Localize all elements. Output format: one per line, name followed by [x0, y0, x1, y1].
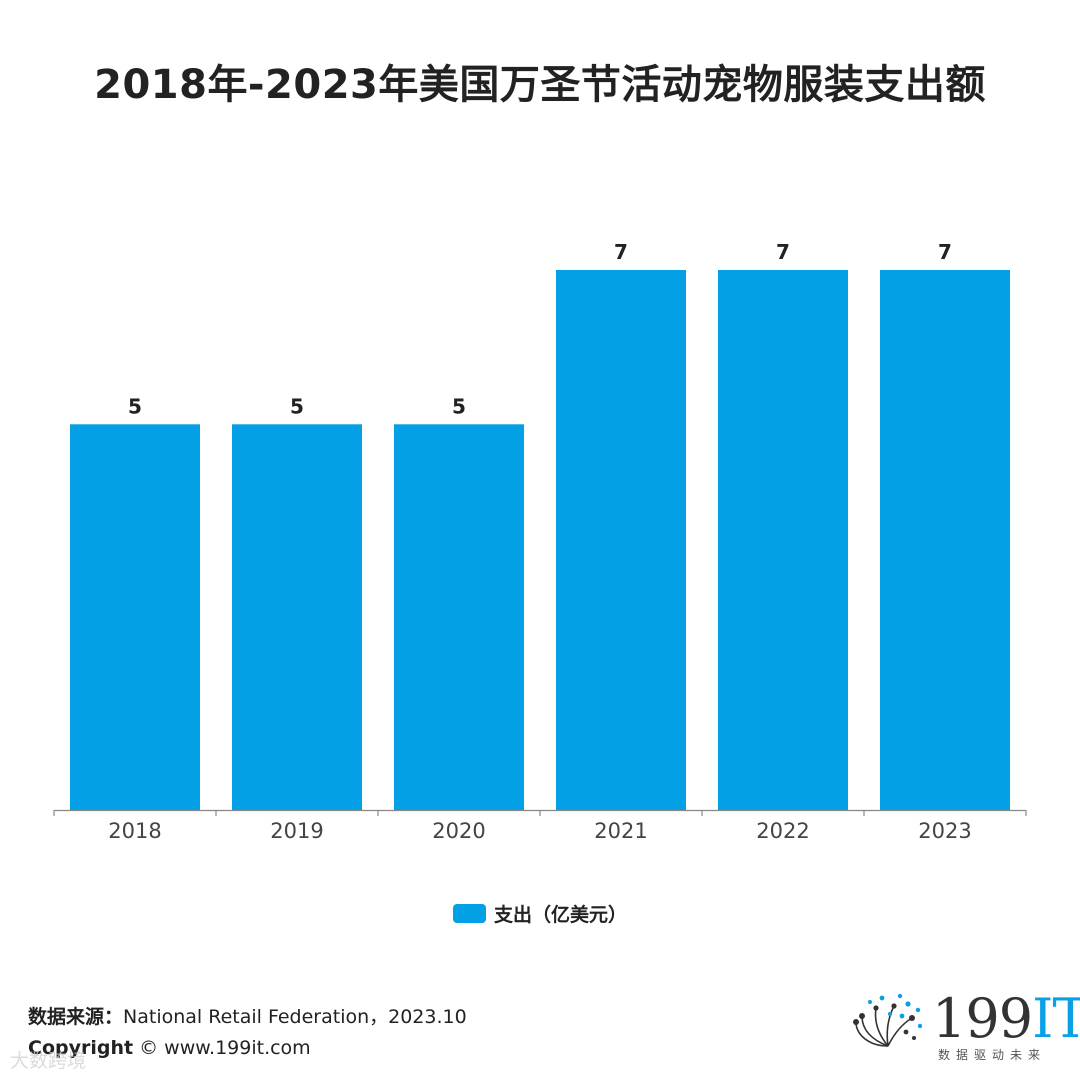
data-label-2023: 7	[938, 240, 952, 264]
logo-text-main: 199	[932, 987, 1033, 1050]
data-label-2019: 5	[290, 394, 304, 418]
logo-tagline: 数据驱动未来	[938, 1048, 1047, 1062]
legend: 支出（亿美元）	[0, 900, 1080, 927]
source-key: 数据来源：	[28, 1006, 124, 1028]
data-label-2021: 7	[614, 240, 628, 264]
chart-title: 2018年-2023年美国万圣节活动宠物服装支出额	[94, 62, 986, 108]
x-tick-label-2021: 2021	[594, 819, 647, 843]
x-tick-label-2020: 2020	[432, 819, 485, 843]
bar-2023	[880, 270, 1010, 810]
logo-text: 199IT	[932, 988, 1080, 1050]
x-axis: 2018 2019 2020 2021 2022 2023	[53, 809, 1027, 843]
watermark: 大数跨境	[10, 1050, 87, 1072]
data-labels-group: 5 5 5 7 7 7	[128, 240, 952, 418]
brand-logo: 199IT 数据驱动未来	[848, 988, 1080, 1068]
data-label-2018: 5	[128, 394, 142, 418]
logo-text-accent: IT	[1032, 987, 1080, 1050]
bars-group	[70, 270, 1010, 810]
bar-2019	[232, 424, 362, 810]
bar-2021	[556, 270, 686, 810]
data-label-2020: 5	[452, 394, 466, 418]
copyright-value: © www.199it.com	[133, 1037, 311, 1059]
legend-label: 支出（亿美元）	[493, 904, 627, 926]
legend-swatch	[452, 904, 486, 923]
bar-2018	[70, 424, 200, 810]
x-tick-label-2022: 2022	[756, 819, 809, 843]
x-tick-label-2018: 2018	[108, 819, 161, 843]
data-label-2022: 7	[776, 240, 790, 264]
bar-2020	[394, 424, 524, 810]
x-tick-label-2023: 2023	[918, 819, 971, 843]
copyright-line: Copyright © www.199it.com	[28, 1037, 311, 1059]
source-line: 数据来源：National Retail Federation，2023.10	[28, 1002, 467, 1029]
source-value: National Retail Federation，2023.10	[123, 1006, 467, 1028]
x-tick-label-2019: 2019	[270, 819, 323, 843]
dots-sphere-icon	[853, 993, 923, 1047]
copyright-key: Copyright	[28, 1037, 134, 1059]
bar-2022	[718, 270, 848, 810]
